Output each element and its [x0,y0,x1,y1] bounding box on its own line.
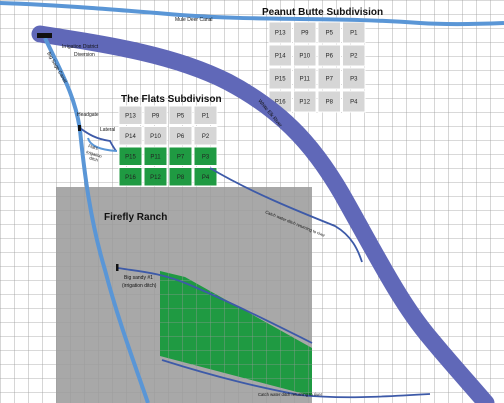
peanut-butte-parcel-p2 [342,44,366,67]
peanut-butte-parcel-p13 [268,21,292,44]
peanut-butte-parcel-p15 [268,67,292,90]
flats-parcel-label: P2 [202,134,210,140]
peanut-butte-parcel-p8 [317,90,341,113]
peanut-butte-parcel-label: P10 [299,54,310,60]
peanut-butte-parcel-label: P3 [350,77,358,83]
peanut-butte-parcel-p10 [293,44,317,67]
flats-parcel-label: P11 [150,154,161,160]
peanut-butte-parcel-label: P12 [299,100,310,106]
peanut-butte-parcel-p5 [317,21,341,44]
flats-parcel-p5 [168,105,193,125]
flats-title: The Flats Subdivison [121,94,222,105]
peanut-butte-parcel-label: P16 [275,100,286,106]
irrigated-field [160,271,312,396]
flats-parcel-label: P13 [125,113,136,119]
flats-parcel-label: P4 [202,175,210,181]
peanut-butte-parcel-p6 [317,44,341,67]
flats-parcel-label: P7 [177,154,185,160]
peanut-butte-parcel-label: P13 [275,31,286,37]
flats-parcel-label: P15 [125,154,136,160]
flats-parcel-label: P12 [150,175,161,181]
flats-parcel-p2 [193,126,218,146]
peanut-butte-parcel-label: P4 [350,100,358,106]
big-sandy-label-2: (irrigation ditch) [122,283,157,289]
flats-parcel-p1 [193,105,218,125]
big-sage-canal [43,37,150,403]
flats-parcel-p7 [168,146,193,166]
irrigation-district-label-line1: Irrigation District [62,44,99,50]
peanut-butte-title: Peanut Butte Subdivision [262,7,383,18]
flats-parcel-label: P1 [202,113,210,119]
flats-parcel-label: P14 [125,134,136,140]
mule-deer-canal [0,1,504,27]
flats-parcel-label: P9 [152,113,160,119]
flats-parcel-label: P5 [177,113,185,119]
big-sandy-label-1: Big sandy #1 [124,275,153,281]
peanut-butte-parcel-label: P2 [350,54,358,60]
flats-parcel-p4 [193,167,218,187]
flats-parcel-p11 [143,146,168,166]
firefly-ranch-title: Firefly Ranch [104,212,167,223]
headgate-label: Headgate [77,112,99,118]
flats-parcel-p13 [118,105,143,125]
peanut-butte-parcel-label: P7 [326,77,334,83]
peanut-butte-parcel-p14 [268,44,292,67]
lateral-label: Lateral [100,127,115,133]
peanut-butte-parcel-label: P6 [326,54,334,60]
flats-parcel-p3 [193,146,218,166]
peanut-butte-parcel-p7 [317,67,341,90]
flats-ditch-label-1: Flat's [88,143,99,151]
lateral-ditch [79,127,117,152]
diversion-structure-icon [37,33,52,38]
flats-parcel-p9 [143,105,168,125]
headgate-icon [78,125,81,131]
catch-water-ditch-flats [209,167,363,263]
flats-ditch-label-2: irrigation [86,149,103,159]
flats-parcel-grid: P13 P9 P5 P1 P14 P10 P6 P2 P15 P11 P7 P3 P16 P12 P8 P4 [118,105,218,187]
peanut-butte-parcel-label: P14 [275,54,286,60]
peanut-butte-parcel-grid: P13 P9 P5 P1 P14 P10 P6 P2 P15 P11 P7 P3 P16 P12 P8 P4 [268,21,366,113]
flats-parcel-label: P8 [177,175,185,181]
big-sandy-headgate-icon [116,264,119,271]
flats-parcel-label: P3 [202,154,210,160]
mule-deer-canal-label: Mule Deer Canal [175,17,213,23]
peanut-butte-parcel-p9 [293,21,317,44]
peanut-butte-parcel-label: P9 [301,31,309,37]
flats-ditch-label-3: ditch [89,155,100,163]
catch-water-ditch-ranch [161,359,431,399]
peanut-butte-parcel-p3 [342,67,366,90]
peanut-butte-parcel-label: P1 [350,31,358,37]
flats-parcel-label: P10 [150,134,161,140]
flats-parcel-label: P6 [177,134,185,140]
flats-parcel-p12 [143,167,168,187]
peanut-butte-parcel-label: P8 [326,100,334,106]
flats-parcel-p8 [168,167,193,187]
flats-parcel-p14 [118,126,143,146]
irrigation-district-label-line2: Diversion [74,52,95,58]
peanut-butte-parcel-p12 [293,90,317,113]
white-elk-river [31,25,495,403]
flats-irrigation-ditch [87,137,118,152]
flats-parcel-p6 [168,126,193,146]
flats-parcel-p15 [118,146,143,166]
flats-parcel-p10 [143,126,168,146]
flats-parcel-label: P16 [125,175,136,181]
big-sandy-ditch [117,267,313,344]
peanut-butte-parcel-p4 [342,90,366,113]
peanut-butte-parcel-label: P15 [275,77,286,83]
peanut-butte-parcel-p11 [293,67,317,90]
flats-parcel-p16 [118,167,143,187]
peanut-butte-parcel-label: P5 [326,31,334,37]
catch-water-ditch-label-2: Catch water ditch returning to river [258,392,323,397]
peanut-butte-parcel-label: P11 [300,77,311,83]
